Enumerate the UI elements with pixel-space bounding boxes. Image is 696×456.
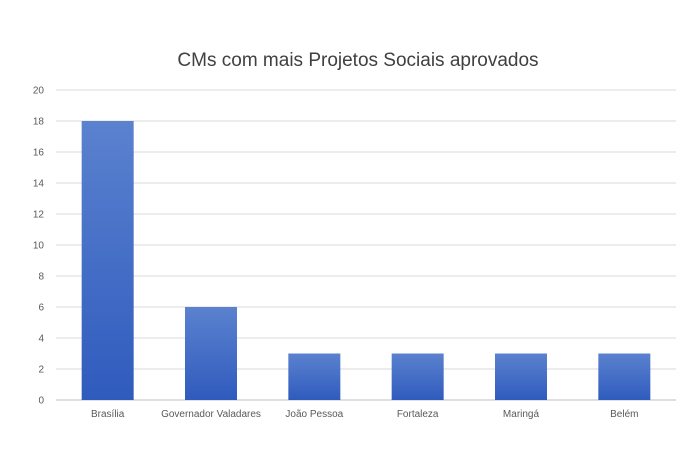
y-tick-label: 10 xyxy=(33,241,45,252)
x-category-label: Brasília xyxy=(91,409,125,420)
x-category-label: Belém xyxy=(610,409,638,420)
y-tick-label: 4 xyxy=(38,334,44,345)
y-tick-label: 2 xyxy=(38,365,44,376)
y-tick-label: 14 xyxy=(33,179,45,190)
bar-0 xyxy=(81,121,134,400)
y-tick-label: 16 xyxy=(33,148,45,159)
y-tick-label: 20 xyxy=(33,86,45,97)
x-category-label: João Pessoa xyxy=(285,409,343,420)
bar-3 xyxy=(391,353,444,400)
bar-1 xyxy=(185,307,237,400)
bar-5 xyxy=(598,353,651,400)
y-tick-label: 6 xyxy=(38,303,44,314)
y-tick-label: 0 xyxy=(38,396,44,407)
bar-2 xyxy=(288,353,341,400)
x-category-label: Maringá xyxy=(503,409,540,420)
chart-title: CMs com mais Projetos Sociais aprovados xyxy=(177,50,539,71)
y-tick-label: 8 xyxy=(38,272,44,283)
y-axis-ticks: 0 2 4 6 8 10 12 14 16 18 20 xyxy=(33,86,45,407)
x-category-label: Governador Valadares xyxy=(161,409,261,420)
y-tick-label: 12 xyxy=(33,210,45,221)
bars xyxy=(81,121,651,400)
x-axis-labels: Brasília Governador Valadares João Pessoa F… xyxy=(91,409,639,420)
gridlines xyxy=(56,89,676,401)
x-category-label: Fortaleza xyxy=(397,409,439,420)
y-tick-label: 18 xyxy=(33,117,45,128)
bar-4 xyxy=(495,353,547,400)
